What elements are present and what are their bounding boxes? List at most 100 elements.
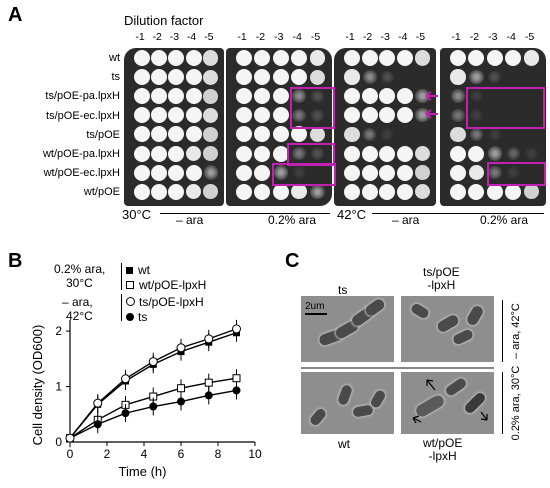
dilution-label: -3 <box>488 31 498 43</box>
colony-spot <box>468 145 485 162</box>
cell <box>352 404 374 418</box>
cond-plus-30: 0.2% ara <box>268 213 317 227</box>
side-label-bottom: 0.2% ara, 30°C <box>510 365 522 441</box>
x-axis-title: Time (h) <box>119 464 167 479</box>
data-point <box>176 343 186 353</box>
colony-spot <box>168 69 185 86</box>
highlight-box <box>466 87 545 129</box>
legend-item-wt-poe: wt/pOE-lpxH <box>126 278 206 292</box>
colony-spot <box>272 50 289 66</box>
colony-spot <box>344 183 360 200</box>
colony-spot <box>380 70 394 84</box>
colony-spot <box>236 145 252 162</box>
legend-item-wt: wt <box>126 263 150 277</box>
colony-spot <box>505 50 522 66</box>
colony-spot <box>361 50 378 66</box>
y-tick-label: 2 <box>55 324 62 338</box>
colony-spot <box>134 145 150 162</box>
colony-spot <box>134 107 150 124</box>
divider <box>301 367 494 369</box>
micrograph-wt-poe-lpxh <box>401 372 494 434</box>
strain-label: ts/pOE <box>86 128 120 141</box>
colony-spot <box>379 107 396 124</box>
dilution-label: -2 <box>362 31 373 43</box>
dilution-label: -1 <box>345 31 355 43</box>
colony-spot <box>361 183 378 200</box>
scale-bar <box>305 313 327 315</box>
label-ts-poe: ts/pOE -lpxH <box>423 265 460 292</box>
colony-spot <box>311 108 324 122</box>
cond-plus-42: 0.2% ara <box>480 213 529 227</box>
colony-spot <box>185 69 202 86</box>
colony-spot <box>168 183 185 200</box>
colony-spot <box>236 69 252 86</box>
colony-spot <box>291 183 307 200</box>
colony-spot <box>396 50 413 66</box>
dilution-label: -1 <box>237 31 247 43</box>
colony-spot <box>185 183 202 200</box>
colony-spot <box>185 126 202 143</box>
colony-spot <box>185 50 202 66</box>
colony-spot <box>254 145 271 162</box>
colony-spot <box>168 145 185 162</box>
colony-spot <box>415 108 430 123</box>
colony-spot <box>361 107 378 124</box>
colony-spot <box>292 108 306 123</box>
colony-spot <box>414 184 430 200</box>
legend-group2-line2: 42°C <box>66 309 93 323</box>
colony-spot <box>379 183 396 200</box>
highlight-box <box>272 163 336 186</box>
cond-minus-42: – ara <box>392 213 420 227</box>
colony-spot <box>151 69 168 86</box>
colony-spot <box>468 183 485 200</box>
label-ts: ts <box>338 283 348 297</box>
highlight-box <box>290 87 335 129</box>
colony-spot <box>134 126 150 143</box>
open-circle-icon <box>126 297 135 306</box>
colony-spot <box>310 184 325 199</box>
legend-bracket <box>121 294 122 321</box>
colony-spot <box>134 164 150 181</box>
cell <box>451 328 475 346</box>
colony-spot <box>361 88 378 105</box>
y-tick-label: 0 <box>55 435 62 449</box>
colony-spot <box>344 69 360 85</box>
colony-spot <box>362 70 377 85</box>
micrograph-wt <box>301 372 394 434</box>
colony-spot <box>203 165 218 180</box>
x-tick-label: 8 <box>215 447 222 461</box>
colony-spot <box>203 146 219 161</box>
dilution-label: -3 <box>274 31 284 43</box>
strain-label: ts/pOE-ec.lpxH <box>46 109 120 122</box>
strain-label: ts <box>111 71 120 84</box>
label-wt: wt <box>338 437 350 451</box>
data-point <box>149 402 158 411</box>
colony-spot <box>151 126 168 143</box>
scale-bar-label: 2um <box>305 301 325 312</box>
colony-spot <box>310 126 326 142</box>
cell <box>435 313 461 334</box>
colony-spot <box>185 164 202 181</box>
data-point <box>65 433 75 443</box>
colony-spot <box>236 88 252 105</box>
colony-spot <box>272 145 289 162</box>
legend-group2-line1: – ara, <box>62 295 93 309</box>
colony-spot <box>450 164 466 181</box>
strain-label: wt/pOE-pa.lpxH <box>42 148 120 160</box>
cell <box>369 388 387 410</box>
colony-spot <box>451 108 465 123</box>
colony-spot <box>134 183 150 200</box>
colony-spot <box>415 165 430 180</box>
filled-square-icon <box>126 267 133 274</box>
panel-a-label: A <box>8 4 23 26</box>
colony-spot <box>488 70 502 84</box>
data-point <box>148 357 158 367</box>
colony-spot <box>151 107 168 124</box>
colony-spot <box>254 164 271 181</box>
colony-spot <box>379 50 396 66</box>
data-point <box>93 420 102 429</box>
colony-spot <box>468 50 485 66</box>
colony-spot <box>344 88 360 105</box>
colony-spot <box>151 183 168 200</box>
divider <box>160 213 330 214</box>
